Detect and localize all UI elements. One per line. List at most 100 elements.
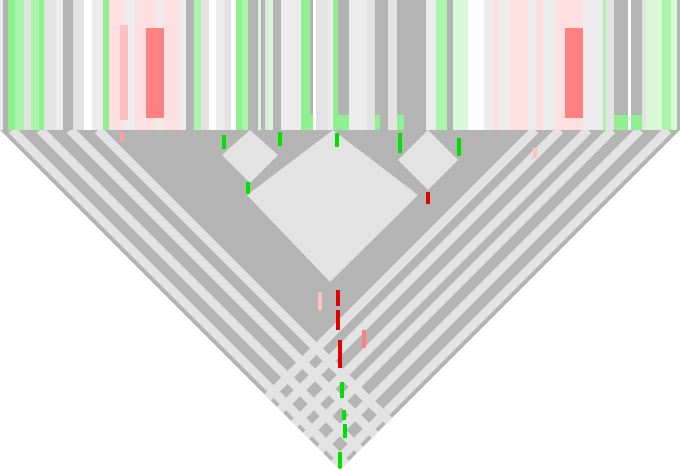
stripe: [265, 0, 269, 130]
stripe: [15, 0, 24, 130]
stripe: [625, 0, 628, 130]
stripe: [447, 0, 453, 130]
band: [290, 130, 592, 428]
diamond: [398, 130, 458, 190]
stripe: [269, 0, 273, 130]
stripe: [31, 0, 39, 130]
stripe: [135, 0, 145, 130]
band: [36, 130, 364, 454]
stripe: [388, 0, 397, 130]
stripe: [543, 0, 547, 130]
marker: [343, 424, 347, 438]
stripe-cap: [625, 115, 628, 130]
stripe: [484, 0, 493, 130]
marker: [338, 340, 342, 368]
marker: [398, 133, 402, 153]
stripe: [328, 0, 333, 130]
stripe-cap: [375, 115, 380, 130]
marker: [222, 135, 226, 149]
stripe: [174, 0, 180, 130]
stripe: [536, 0, 543, 130]
stripe: [415, 0, 426, 130]
stripe: [231, 0, 236, 130]
stripe: [63, 0, 73, 130]
stripe-cap: [310, 115, 313, 130]
hot-block: [120, 25, 128, 120]
stripe: [163, 0, 174, 130]
band: [66, 130, 379, 439]
marker: [335, 133, 339, 147]
hot-block: [565, 28, 583, 118]
marker: [318, 292, 322, 310]
band: [316, 130, 644, 454]
stripe: [349, 0, 352, 130]
stripe: [375, 0, 380, 130]
stripe: [103, 0, 109, 130]
stripe: [651, 0, 662, 130]
stripe: [313, 0, 316, 130]
stripe: [426, 0, 436, 130]
stripe: [3, 0, 8, 130]
stripe: [124, 0, 135, 130]
stripe: [510, 0, 520, 130]
marker: [533, 148, 537, 158]
stripe: [453, 0, 463, 130]
stripe-cap: [614, 115, 625, 130]
stripe: [281, 0, 291, 130]
stripe: [56, 0, 63, 130]
marker: [246, 182, 250, 194]
stripe: [8, 0, 15, 130]
stripe: [520, 0, 528, 130]
marker: [336, 310, 340, 330]
stripe: [404, 0, 415, 130]
stripe: [363, 0, 367, 130]
stripe: [73, 0, 84, 130]
stripe: [628, 0, 631, 130]
stripe: [606, 0, 614, 130]
triangle-bands: [8, 130, 672, 468]
stripe: [291, 0, 301, 130]
stripe: [671, 0, 677, 130]
stripe: [201, 0, 209, 130]
stripe: [273, 0, 281, 130]
stripe: [194, 0, 201, 130]
stripe-cap: [397, 115, 404, 130]
stripe: [53, 0, 56, 130]
stripe: [397, 0, 404, 130]
band: [302, 130, 616, 440]
band: [330, 130, 672, 468]
stripe-cap: [338, 115, 349, 130]
stripe: [603, 0, 606, 130]
marker: [457, 138, 461, 156]
marker: [426, 192, 430, 204]
stripe: [662, 0, 671, 130]
band: [8, 130, 350, 468]
stripe: [261, 0, 265, 130]
marker: [342, 410, 346, 420]
marker: [362, 330, 366, 348]
stripe: [333, 0, 338, 130]
stripe: [248, 0, 258, 130]
stripe: [236, 0, 242, 130]
stripe: [468, 0, 478, 130]
stripe: [360, 0, 363, 130]
stripe: [225, 0, 231, 130]
stripe: [380, 0, 388, 130]
stripe: [39, 0, 44, 130]
stripe: [310, 0, 313, 130]
stripe: [367, 0, 375, 130]
stripe: [555, 0, 561, 130]
hot-block: [146, 28, 164, 118]
diamond: [222, 130, 278, 183]
stripe: [338, 0, 349, 130]
stripe: [493, 0, 499, 130]
stripe: [561, 0, 566, 130]
band: [276, 130, 564, 414]
marker: [338, 452, 342, 468]
stripe: [180, 0, 186, 130]
stripe: [301, 0, 310, 130]
diamonds: [222, 130, 458, 282]
stripe: [478, 0, 484, 130]
stripe-cap: [631, 115, 642, 130]
